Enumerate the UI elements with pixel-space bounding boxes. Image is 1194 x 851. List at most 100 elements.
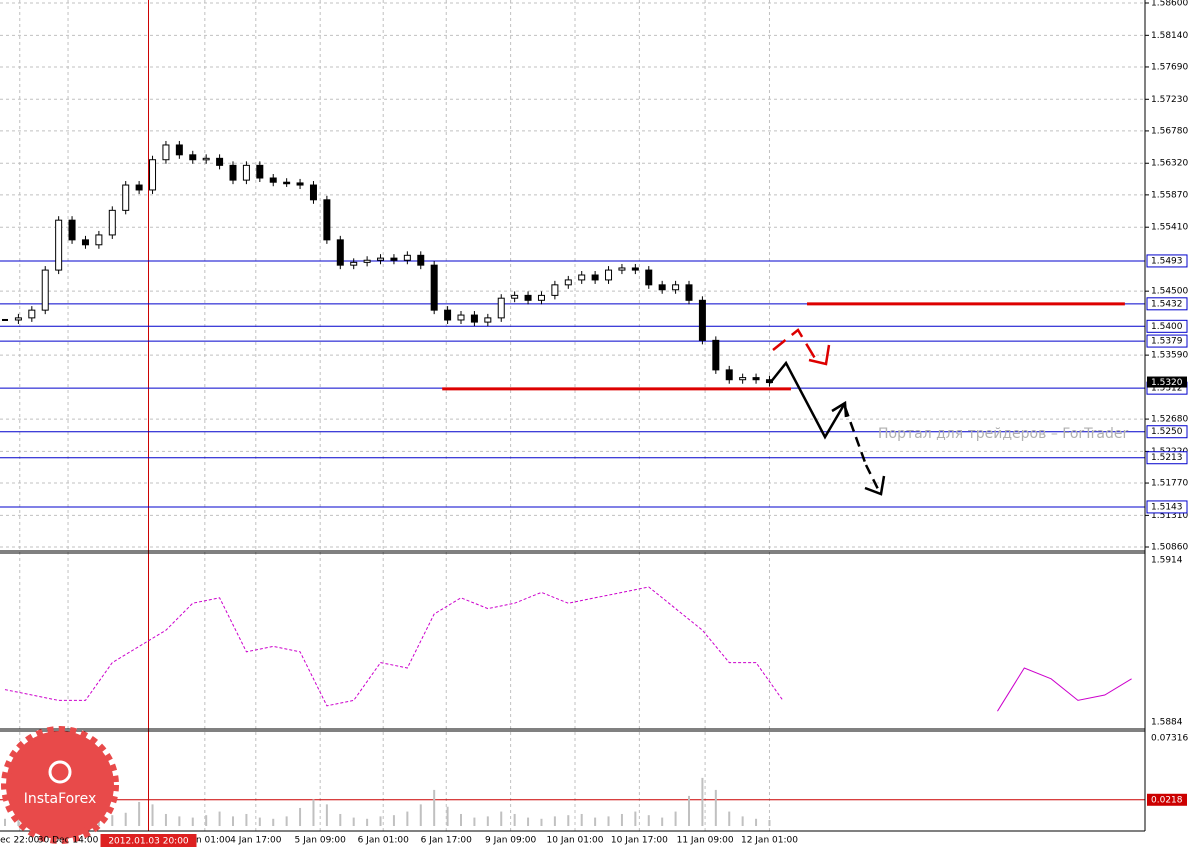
candle: [95, 234, 103, 246]
volume-bar: [580, 813, 583, 826]
volume-bar: [647, 815, 650, 826]
volume-bar: [245, 813, 248, 826]
indicator-line: [997, 667, 1132, 712]
candle: [511, 294, 519, 299]
volume-bar: [205, 815, 208, 826]
indicator-line: [4, 586, 784, 707]
y-tick-label: 1.58140: [1151, 31, 1188, 41]
forecast-arrow: [769, 360, 847, 440]
x-tick-label: 9 Jan 09:00: [485, 836, 537, 846]
volume-bar: [299, 807, 302, 826]
volume-bar: [500, 811, 503, 826]
y-tick-label: 1.54500: [1151, 287, 1188, 297]
volume-bar: [366, 818, 369, 826]
candle: [283, 181, 291, 185]
volume-bar: [258, 817, 261, 826]
brand-text: InstaForex: [24, 791, 97, 807]
y-tick-label: 1.57690: [1151, 62, 1188, 72]
y-tick-label: 1.51770: [1151, 479, 1188, 489]
volume-bar: [124, 812, 127, 826]
level-label-box: [1146, 500, 1188, 514]
volume-bar: [379, 816, 382, 826]
volume-bar: [634, 811, 637, 826]
volume-bar: [513, 813, 516, 826]
level-label-box: [1146, 451, 1188, 465]
x-tick-label: 10 Jan 17:00: [611, 836, 668, 846]
candle: [68, 219, 76, 241]
x-tick-label: 5 Jan 09:00: [295, 836, 347, 846]
candle: [175, 144, 183, 156]
y-tick-label: 1.57230: [1151, 95, 1188, 105]
level-label-box: [1147, 793, 1187, 806]
y-tick-label: 1.50860: [1151, 543, 1188, 553]
volume-bar: [4, 818, 6, 826]
y-tick-label: 1.51310: [1151, 511, 1188, 521]
volume-bar: [688, 795, 690, 826]
volume-bar: [272, 818, 275, 826]
x-tick-label: 10 Jan 01:00: [547, 836, 604, 846]
x-tick-label: 6 Jan 17:00: [421, 836, 473, 846]
volume-bar: [728, 811, 731, 826]
x-tick-label: 4 Jan 17:00: [230, 836, 282, 846]
level-label-box: [1146, 319, 1188, 333]
volume-bar: [714, 789, 717, 826]
candle: [430, 264, 438, 311]
x-tick-label: 12 Jan 01:00: [741, 836, 798, 846]
volume-bar: [419, 804, 422, 826]
candle: [403, 254, 411, 261]
volume-bar: [151, 804, 154, 826]
grid: [0, 0, 1145, 831]
candle: [242, 164, 250, 181]
candle: [256, 164, 264, 179]
candle: [470, 314, 478, 323]
volume-bar: [594, 817, 597, 826]
volume-bar: [111, 815, 114, 826]
level-label: 1.5312: [1151, 384, 1183, 394]
volume-bar: [741, 816, 744, 826]
volume-bar: [553, 816, 556, 826]
watermark: Портал для трейдеров – ForTrader: [878, 426, 1128, 442]
level-label-box: [1146, 254, 1188, 268]
crosshair-label: 2012.01.03 20:00: [108, 837, 189, 847]
volume-bar: [661, 817, 664, 826]
candle: [269, 177, 277, 183]
candle: [108, 209, 116, 236]
level-label: 1.5213: [1151, 453, 1183, 463]
candle: [336, 239, 344, 266]
volume-bar: [325, 804, 328, 826]
marks: [0, 0, 1145, 831]
y-tick-label: 1.56320: [1151, 159, 1188, 169]
candle: [296, 182, 304, 186]
volume-bar: [768, 819, 771, 826]
volume-bar: [620, 813, 623, 826]
candle: [390, 257, 398, 261]
volume-bar: [17, 819, 20, 826]
volume-bar: [232, 816, 234, 826]
candle: [752, 377, 760, 381]
volume-bar: [285, 816, 288, 826]
volume-bar: [218, 811, 221, 826]
candle: [363, 259, 371, 263]
y-tick-label: 1.56780: [1151, 126, 1188, 136]
candle: [658, 284, 666, 291]
candle: [55, 219, 63, 271]
volume-bar: [755, 818, 758, 826]
level-label: 1.5432: [1151, 299, 1183, 309]
candle: [216, 157, 224, 166]
candle: [202, 157, 210, 161]
candle: [564, 279, 572, 286]
candle: [631, 267, 639, 271]
candle: [444, 309, 452, 321]
volume-bar: [164, 813, 167, 826]
x-tick-label: 11 Jan 09:00: [677, 836, 734, 846]
y-tick-label: 1.5884: [1151, 718, 1183, 728]
candle: [350, 261, 358, 266]
candle: [417, 254, 425, 266]
candle: [497, 297, 505, 319]
candle: [377, 257, 385, 261]
y-tick-label: 1.53590: [1151, 351, 1188, 361]
candle: [149, 159, 157, 191]
candle: [524, 294, 532, 301]
y-tick-label: 1.58600: [1151, 0, 1188, 9]
